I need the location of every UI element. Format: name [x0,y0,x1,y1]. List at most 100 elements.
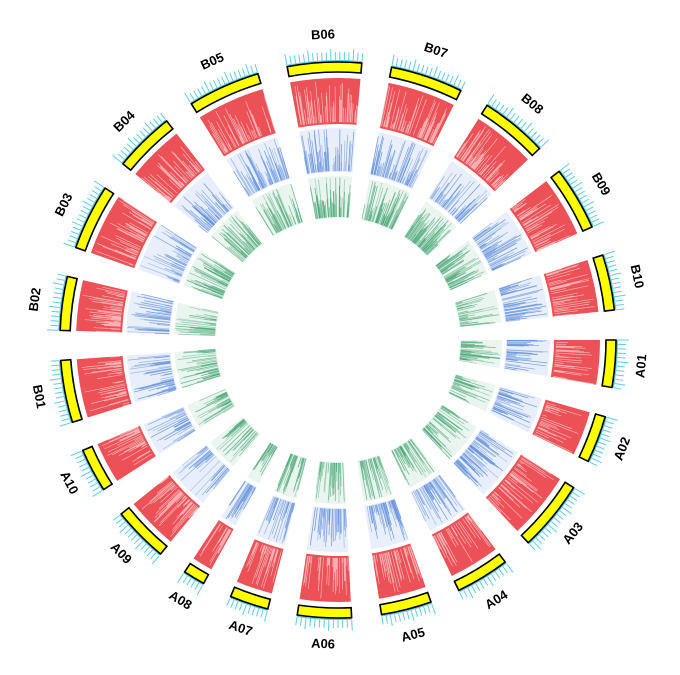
tick-mark [299,55,300,63]
tick-mark [454,75,459,85]
tick-mark [610,273,621,276]
tick-mark [144,547,149,553]
tick-mark [399,613,401,621]
tick-mark [53,302,61,303]
tick-mark [424,607,426,615]
tick-mark [533,541,541,549]
track2-line [322,166,323,172]
tick-mark [484,579,488,586]
tick-mark [92,190,99,194]
tick-mark [607,417,618,420]
tick-mark [597,446,604,449]
tick-mark [592,219,599,222]
tick-mark [535,135,541,141]
tick-mark [52,370,60,371]
tick-mark [118,154,124,159]
tick-mark [352,620,353,631]
tick-mark [57,279,65,281]
tick-mark [584,201,594,206]
tick-mark [58,405,66,407]
tick-mark [178,574,184,583]
tick-mark [73,227,80,230]
tick-mark [421,65,423,73]
tick-mark [290,56,291,64]
tick-mark [539,535,545,541]
tick-mark [616,375,624,376]
chromosome-label-b01: B01 [30,383,49,409]
tick-mark [128,138,136,146]
tick-mark [184,93,190,102]
tick-mark [88,479,95,483]
tick-mark [548,525,556,532]
tick-mark [536,538,542,544]
tick-mark [60,414,68,416]
chromosome-label-a04: A04 [482,587,511,613]
tick-mark [113,515,119,520]
tick-mark [405,60,407,68]
tick-mark [243,605,247,615]
tick-mark [58,274,66,276]
tick-mark [71,231,78,234]
tick-mark [503,107,508,113]
tick-mark [86,475,93,479]
ideogram-a06 [297,605,351,618]
tick-mark [411,610,414,621]
tick-mark [157,116,162,122]
tick-mark [615,379,623,380]
tick-mark [127,144,133,149]
tick-mark [222,77,225,84]
tick-mark [82,467,89,471]
tick-mark [362,53,363,61]
tick-mark [514,116,519,122]
tick-mark [227,598,230,605]
chromosome-label-b07: B07 [422,39,449,61]
tick-mark [187,578,191,585]
tick-mark [599,442,606,445]
tick-mark [488,94,494,103]
tick-mark [296,617,297,625]
tick-mark [56,396,64,398]
tick-mark [428,605,431,613]
tick-mark [94,187,101,191]
tick-mark [419,608,421,616]
tick-mark [87,198,94,202]
tick-mark [518,119,523,125]
tick-mark [409,61,411,69]
tick-mark [594,454,601,457]
tick-mark [594,222,604,226]
tick-mark [62,418,70,420]
tick-mark [499,569,504,576]
tick-mark [608,265,616,267]
tick-mark [395,614,397,622]
chromosome-label-a03: A03 [559,519,586,547]
tick-mark [209,82,213,89]
chromosome-label-a07: A07 [227,617,254,639]
tick-mark [53,297,61,298]
tick-mark [462,82,466,89]
tick-mark [575,187,582,191]
track1-segment-a07 [237,539,284,593]
tick-mark [55,392,63,393]
tick-mark [472,586,476,593]
tick-mark [530,544,535,550]
tick-mark [261,610,263,618]
tick-mark [586,207,593,211]
tick-mark [554,518,560,523]
tick-mark [595,450,602,453]
tick-mark [506,564,513,573]
tick-mark [70,236,77,239]
tick-mark [308,51,309,62]
tick-mark [54,401,65,403]
tick-mark [426,66,429,74]
tick-mark [319,619,320,627]
tick-mark [151,553,156,559]
chromosome-label-b04: B04 [110,107,138,135]
tick-mark [51,316,59,317]
tick-mark [83,206,90,210]
tick-mark [590,215,597,218]
chromosome-label-b02: B02 [26,287,44,313]
tick-mark [407,611,409,619]
tick-mark [571,180,578,184]
tick-mark [76,455,83,458]
